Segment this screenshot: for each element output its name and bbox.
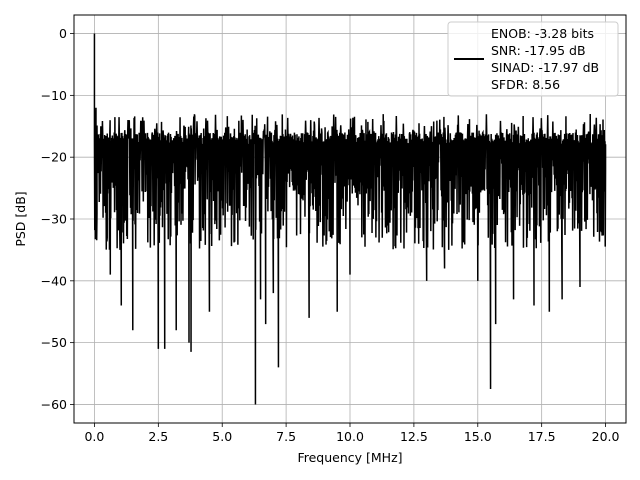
legend-entry-enob: ENOB: -3.28 bits [491,26,594,41]
series-psd [93,33,607,405]
x-tick-label: 17.5 [528,429,556,444]
psd-series-line [93,33,607,405]
legend-entry-snr: SNR: -17.95 dB [491,43,586,58]
y-tick-label: −60 [41,397,67,412]
x-tick-label: 10.0 [336,429,364,444]
y-axis-label: PSD [dB] [13,191,28,246]
x-tick-label: 5.0 [212,429,232,444]
axis-ticks: 0.0 2.5 5.0 7.5 10.0 12.5 15.0 17.5 20.0 0 −10 −20 −… [41,26,620,444]
legend-entry-sfdr: SFDR: 8.56 [491,77,560,92]
y-tick-label: −10 [41,88,67,103]
x-tick-label: 7.5 [276,429,296,444]
legend-entry-sinad: SINAD: -17.97 dB [491,60,599,75]
x-tick-label: 2.5 [148,429,168,444]
x-tick-label: 20.0 [592,429,620,444]
legend-box [447,21,619,97]
legend: ENOB: -3.28 bits SNR: -17.95 dB SINAD: -… [447,21,619,97]
y-tick-label: −40 [41,273,67,288]
y-tick-label: −50 [41,335,67,350]
y-tick-label: −20 [41,150,67,165]
x-tick-label: 12.5 [400,429,428,444]
x-axis-label: Frequency [MHz] [297,450,402,465]
x-tick-label: 0.0 [84,429,104,444]
x-tick-label: 15.0 [464,429,492,444]
y-tick-label: −30 [41,212,67,227]
y-tick-label: 0 [59,26,67,41]
